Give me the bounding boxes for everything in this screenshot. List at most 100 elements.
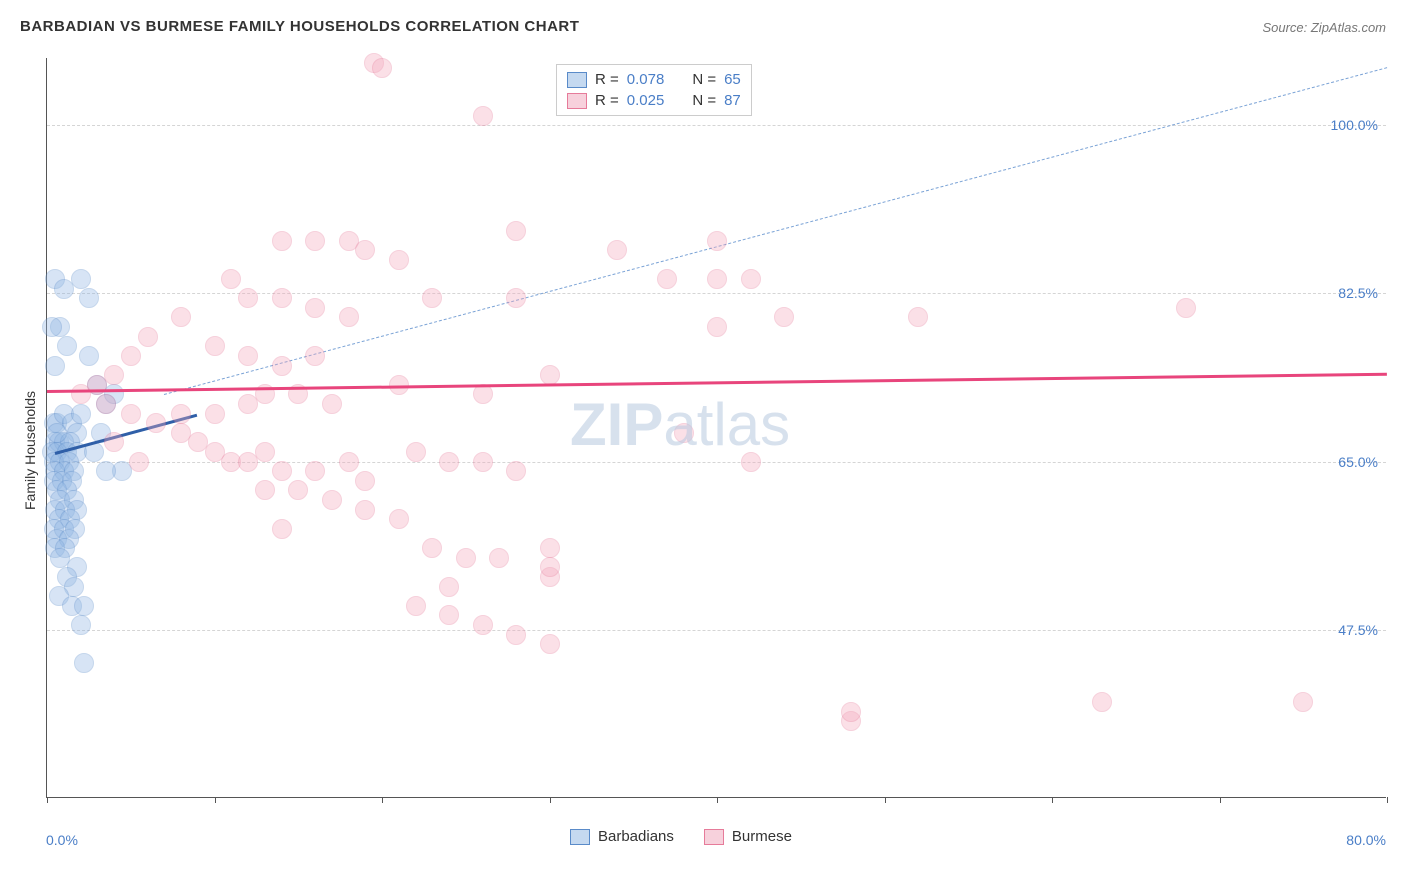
data-point [473,106,493,126]
data-point [406,596,426,616]
x-tick [1220,797,1221,803]
r-label: R = [595,92,619,109]
n-label: N = [692,92,716,109]
data-point [389,250,409,270]
data-point [707,231,727,251]
data-point [422,538,442,558]
data-point [741,452,761,472]
y-tick-label: 65.0% [1338,454,1378,470]
y-tick-label: 100.0% [1331,117,1378,133]
data-point [422,288,442,308]
gridline [47,630,1386,631]
data-point [506,221,526,241]
data-point [506,625,526,645]
data-point [322,490,342,510]
data-point [339,452,359,472]
data-point [205,336,225,356]
x-tick [717,797,718,803]
x-axis-min-label: 0.0% [46,832,78,848]
data-point [121,346,141,366]
data-point [47,423,67,443]
data-point [138,327,158,347]
x-tick [885,797,886,803]
data-point [305,298,325,318]
data-point [272,288,292,308]
data-point [439,605,459,625]
y-tick-label: 82.5% [1338,285,1378,301]
data-point [607,240,627,260]
data-point [506,461,526,481]
data-point [372,58,392,78]
stats-legend-box: R =0.078N =65R =0.025N =87 [556,64,752,116]
r-value: 0.025 [627,92,665,109]
data-point [540,634,560,654]
data-point [205,404,225,424]
data-point [272,519,292,539]
data-point [71,269,91,289]
legend-swatch [567,93,587,109]
data-point [272,231,292,251]
n-value: 87 [724,92,741,109]
x-tick [47,797,48,803]
r-label: R = [595,71,619,88]
data-point [71,404,91,424]
data-point [79,288,99,308]
data-point [104,432,124,452]
stats-legend-row: R = 0.025 N = 87 [567,90,741,111]
data-point [305,346,325,366]
data-point [57,336,77,356]
x-axis-max-label: 80.0% [1346,832,1386,848]
legend-item: Burmese [704,828,792,845]
data-point [221,269,241,289]
data-point [1092,692,1112,712]
data-point [540,557,560,577]
data-point [255,480,275,500]
chart-title: BARBADIAN VS BURMESE FAMILY HOUSEHOLDS C… [20,18,579,35]
data-point [406,442,426,462]
scatter-plot-area: 47.5% 65.0% 82.5% 100.0% [46,58,1386,798]
y-tick-label: 47.5% [1338,622,1378,638]
x-tick [1387,797,1388,803]
data-point [674,423,694,443]
data-point [707,269,727,289]
data-point [305,461,325,481]
data-point [1293,692,1313,712]
data-point [741,269,761,289]
data-point [339,307,359,327]
data-point [473,384,493,404]
data-point [908,307,928,327]
data-point [238,288,258,308]
data-point [42,317,62,337]
data-point [96,394,116,414]
data-point [489,548,509,568]
y-axis-title: Family Households [22,391,38,510]
legend-swatch [570,829,590,845]
data-point [439,452,459,472]
data-point [540,538,560,558]
data-point [74,596,94,616]
data-point [79,346,99,366]
gridline [47,125,1386,126]
data-point [96,461,116,481]
data-point [389,509,409,529]
legend-label: Burmese [732,828,792,845]
data-point [71,384,91,404]
data-point [774,307,794,327]
data-point [355,240,375,260]
x-tick [382,797,383,803]
data-point [121,404,141,424]
bottom-legend: Barbadians Burmese [570,828,792,845]
data-point [473,615,493,635]
x-tick [1052,797,1053,803]
data-point [129,452,149,472]
n-label: N = [692,71,716,88]
stats-legend-row: R =0.078N =65 [567,69,741,90]
data-point [439,577,459,597]
legend-swatch [704,829,724,845]
legend-label: Barbadians [598,828,674,845]
data-point [1176,298,1196,318]
data-point [355,500,375,520]
data-point [288,480,308,500]
data-point [146,413,166,433]
data-point [255,442,275,462]
